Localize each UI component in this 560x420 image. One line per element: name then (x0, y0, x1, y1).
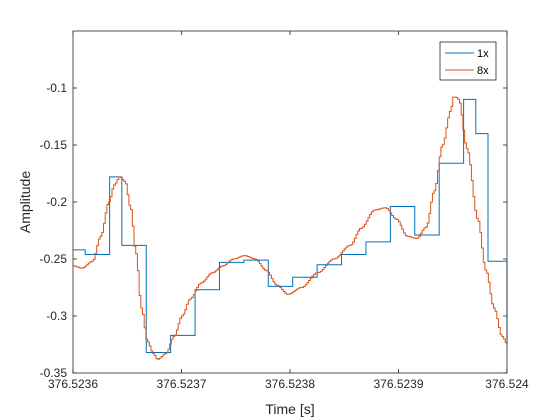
y-axis: -0.35 -0.3 -0.25 -0.2 -0.15 -0.1 (40, 81, 507, 380)
y-axis-label: Amplitude (17, 171, 33, 233)
x-tick-label: 376.5239 (373, 377, 423, 391)
y-tick-label: -0.25 (40, 252, 68, 266)
y-tick-label: -0.1 (46, 81, 67, 95)
plot-area (73, 31, 507, 373)
series-line-1x (73, 98, 508, 353)
legend-label-1x: 1x (477, 48, 489, 60)
legend-box (439, 41, 497, 81)
x-axis: 376.5236 376.5237 376.5238 376.5239 376.524 (48, 31, 529, 391)
x-tick-label: 376.5236 (48, 377, 98, 391)
legend-label-8x: 8x (477, 65, 489, 77)
x-tick-label: 376.5237 (156, 377, 206, 391)
x-axis-label: Time [s] (265, 401, 314, 417)
y-tick-label: -0.35 (40, 366, 68, 380)
x-tick-label: 376.5238 (265, 377, 315, 391)
y-tick-label: -0.2 (46, 195, 67, 209)
series-line-8x (73, 96, 508, 360)
y-tick-label: -0.3 (46, 309, 67, 323)
series-layer (73, 96, 508, 360)
legend: 1x 8x (439, 41, 497, 81)
x-tick-label: 376.524 (485, 377, 529, 391)
y-tick-label: -0.15 (40, 138, 68, 152)
